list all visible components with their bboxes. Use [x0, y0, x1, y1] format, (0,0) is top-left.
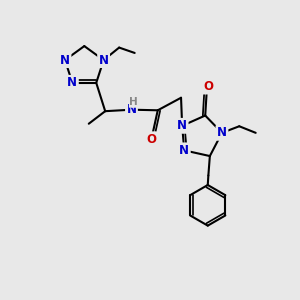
Text: N: N: [127, 103, 136, 116]
Text: N: N: [60, 54, 70, 67]
Text: O: O: [203, 80, 213, 93]
Text: H: H: [130, 97, 138, 107]
Text: N: N: [68, 76, 77, 89]
Text: N: N: [217, 126, 227, 139]
Text: N: N: [177, 119, 187, 132]
Text: N: N: [179, 144, 189, 157]
Text: N: N: [99, 54, 109, 67]
Text: O: O: [146, 133, 156, 146]
